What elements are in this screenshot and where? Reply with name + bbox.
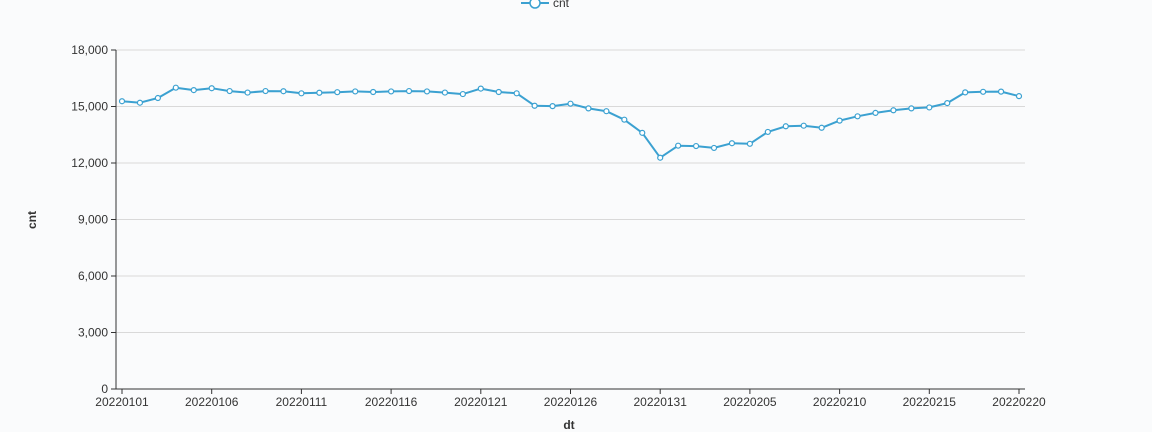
x-tick-label: 20220205 [723,395,777,409]
data-point[interactable] [477,85,484,92]
x-tick-label: 20220131 [634,395,688,409]
data-point[interactable] [962,89,969,96]
data-point[interactable] [334,89,341,96]
x-tick-label: 20220111 [276,395,328,409]
x-tick-label: 20220215 [903,395,957,409]
data-point[interactable] [657,154,664,161]
data-point[interactable] [190,87,197,94]
data-point[interactable] [172,84,179,91]
y-tick-label: 3,000 [78,326,108,340]
data-point[interactable] [675,142,682,149]
data-point[interactable] [316,89,323,96]
data-point[interactable] [818,124,825,131]
data-point[interactable] [782,123,789,130]
data-point[interactable] [728,140,736,147]
y-tick-label: 12,000 [71,156,108,170]
data-point[interactable] [208,85,215,92]
y-tick-label: 0 [101,382,108,396]
data-point[interactable] [280,88,287,95]
data-point[interactable] [854,113,861,120]
legend[interactable]: cnt [521,0,570,10]
x-tick-label: 20220126 [544,395,598,409]
data-point[interactable] [908,105,915,112]
legend-label: cnt [553,0,570,10]
data-point[interactable] [549,103,556,110]
data-point[interactable] [890,107,897,114]
data-point[interactable] [531,102,538,109]
data-point[interactable] [226,87,233,95]
data-point[interactable] [136,99,144,106]
data-point[interactable] [1015,93,1023,100]
x-tick-label: 20220210 [813,395,867,409]
data-point[interactable] [154,94,161,102]
x-tick-label: 20220220 [992,395,1046,409]
x-tick-label: 20220106 [185,395,239,409]
y-tick-label: 6,000 [78,269,108,283]
data-point[interactable] [118,98,126,105]
x-axis: 20220101 20220106 20220111 20220116 20220121… [95,388,1046,409]
data-point[interactable] [836,117,843,124]
data-point[interactable] [441,89,449,96]
data-point[interactable] [764,128,771,136]
y-tick-label: 18,000 [71,43,108,57]
data-point[interactable] [262,87,269,95]
data-point[interactable] [513,90,520,97]
y-axis-title: cnt [25,211,39,229]
series-line [121,86,1020,159]
data-point[interactable] [746,140,754,147]
x-tick-label: 20220101 [95,395,149,409]
data-point[interactable] [567,100,574,107]
data-point[interactable] [997,88,1005,95]
y-tick-label: 15,000 [71,100,108,114]
data-point[interactable] [710,144,718,152]
data-point[interactable] [603,108,610,115]
data-point[interactable] [639,129,646,136]
data-point[interactable] [944,100,951,107]
x-tick-label: 20220121 [454,395,508,409]
data-point[interactable] [405,87,413,95]
data-point[interactable] [692,142,700,150]
data-point[interactable] [352,88,359,95]
data-point[interactable] [872,109,879,117]
data-point[interactable] [244,89,251,96]
y-tick-label: 9,000 [78,213,108,227]
data-point[interactable] [980,88,987,95]
series-cnt [118,84,1023,161]
data-point[interactable] [585,105,592,112]
data-point[interactable] [423,88,431,95]
data-point[interactable] [495,88,502,96]
y-axis: 0 3,000 6,000 9,000 12,000 15,000 18,000 [71,43,117,396]
x-tick-label: 20220116 [365,395,418,409]
data-point[interactable] [459,90,466,98]
legend-marker [529,0,541,9]
data-point[interactable] [370,88,377,96]
data-point[interactable] [621,116,628,123]
data-point[interactable] [298,90,305,97]
data-point[interactable] [388,88,395,95]
x-axis-title: dt [563,418,574,432]
data-point[interactable] [800,122,807,129]
data-point[interactable] [926,104,933,111]
